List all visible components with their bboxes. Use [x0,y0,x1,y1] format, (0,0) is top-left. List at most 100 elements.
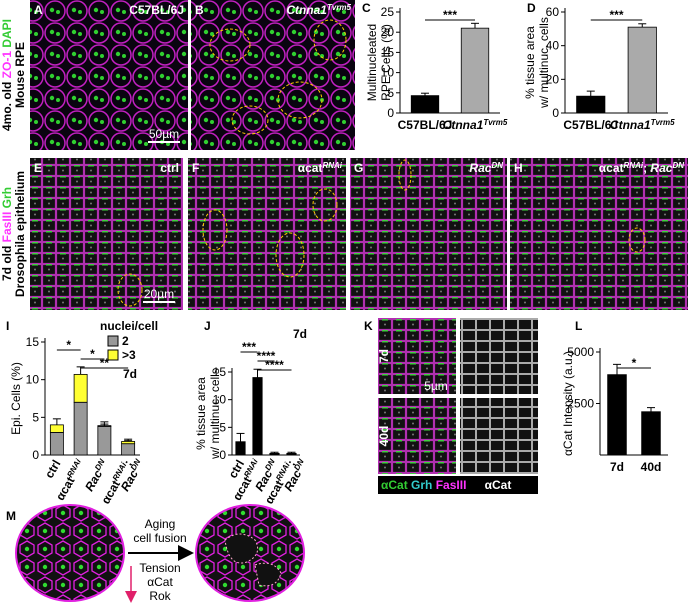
bar [97,425,112,427]
force-label: Tension [139,561,180,575]
micrograph [350,158,507,310]
y-axis-label: RPE Cells (%) [379,24,393,101]
text-part: Grh [408,478,433,492]
error-bar [287,451,296,454]
x-tick-label: C57BL/6J [563,118,618,132]
panel-letter: J [204,319,211,333]
text-part: ; [121,458,135,468]
legend-label: 2 [122,334,129,348]
row-label: 40d [377,426,391,447]
bar [576,95,606,114]
text-part: ZO-1 [0,51,14,79]
significance-label: *** [242,340,256,354]
error-bar [586,90,595,97]
micrograph [30,158,183,310]
y-tick-label: 5 [32,410,39,424]
text-part: RNAi [65,457,83,479]
decor [117,19,646,307]
arrow-label: Aging [145,517,176,531]
text-part: Rac [650,161,672,175]
text-part: Ctnna1 [610,118,651,132]
significance-label: * [90,347,95,361]
y-tick-label: 5000 [567,345,594,359]
side-label: Drosophila epithelium [13,171,27,297]
text-part: 40d [641,460,662,474]
text-part: C57BL/6J [563,118,618,132]
legend-label: >3 [122,348,136,362]
text-part: αcat [599,161,624,175]
legend-swatch [107,349,119,361]
y-axis-label: Multinucleated [365,24,379,101]
text-part: ; [643,161,650,175]
panel-label: αcatRNAi; RacDN [599,161,684,176]
text-part: DN [93,457,107,472]
text-part: 7d [610,460,624,474]
bar [121,443,136,456]
text-part: DAPI [0,19,14,51]
legend-swatch [107,335,119,347]
bar [49,431,64,456]
y-tick-label: 20 [381,25,395,39]
y-axis-label: % tissue area [523,26,537,99]
y-tick-label: 0 [552,106,559,120]
bar [641,411,661,456]
y-tick-label: 15 [26,335,40,349]
panel-letter: B [195,3,204,17]
text-part: RNAi [322,161,342,170]
error-bar [647,407,655,412]
y-tick-label: 2500 [567,397,594,411]
y-tick-label: 15 [213,365,227,379]
panel-label: RacDN [469,161,503,176]
channel-label: αCat [485,478,512,492]
error-bar [421,92,429,96]
arrow-label: cell fusion [133,531,186,545]
panel-letter: I [6,319,9,333]
channel-label: αCat Grh FasIII [381,478,466,492]
panel-letter: A [34,3,43,17]
significance-label: * [66,338,71,352]
panel-letter: D [527,1,536,15]
bar [269,452,280,456]
text-part: DN [292,457,306,472]
text-part: ctrl [42,458,63,481]
significance-label: **** [257,349,276,363]
channel-strip [378,476,538,494]
scale-bar-label: 20µm [144,287,174,301]
bar [627,26,657,114]
panel-letter: K [364,319,373,333]
text-part: Mouse RPE [13,42,27,108]
micrograph [460,398,538,474]
cell-sheet [15,504,125,602]
significance-label: **** [265,358,284,372]
significance-label: * [632,356,637,370]
text-part: ctrl [160,161,179,175]
y-tick-label: 5 [219,420,226,434]
panel-label: ctrl [160,161,179,175]
bar [252,377,263,456]
error-bar [253,368,262,378]
error-bar [52,418,61,425]
legend-title: nuclei/cell [100,319,158,333]
text-part: DN [128,457,142,472]
text-part: αCat [381,478,408,492]
bar [286,452,297,456]
panel-letter: G [354,161,363,175]
error-bar [613,363,621,375]
text-part: Grh [0,187,14,212]
y-tick-label: 0 [219,448,226,462]
x-tick-label: ctrl [42,458,63,481]
micrograph [510,158,688,310]
micrograph [378,398,456,474]
text-part: C57BL/6J [398,118,453,132]
text-part: Tvrm5 [327,3,352,12]
annotation: 7d [123,367,137,381]
micrograph [378,318,456,394]
x-tick-label: 7d [610,460,624,474]
text-part: DN [491,161,503,170]
y-tick-label: 40 [546,39,560,53]
panel-letter: E [34,161,42,175]
text-part: C57BL/6J [129,3,184,17]
y-tick-label: 15 [381,45,395,59]
force-label: αCat [147,575,173,589]
